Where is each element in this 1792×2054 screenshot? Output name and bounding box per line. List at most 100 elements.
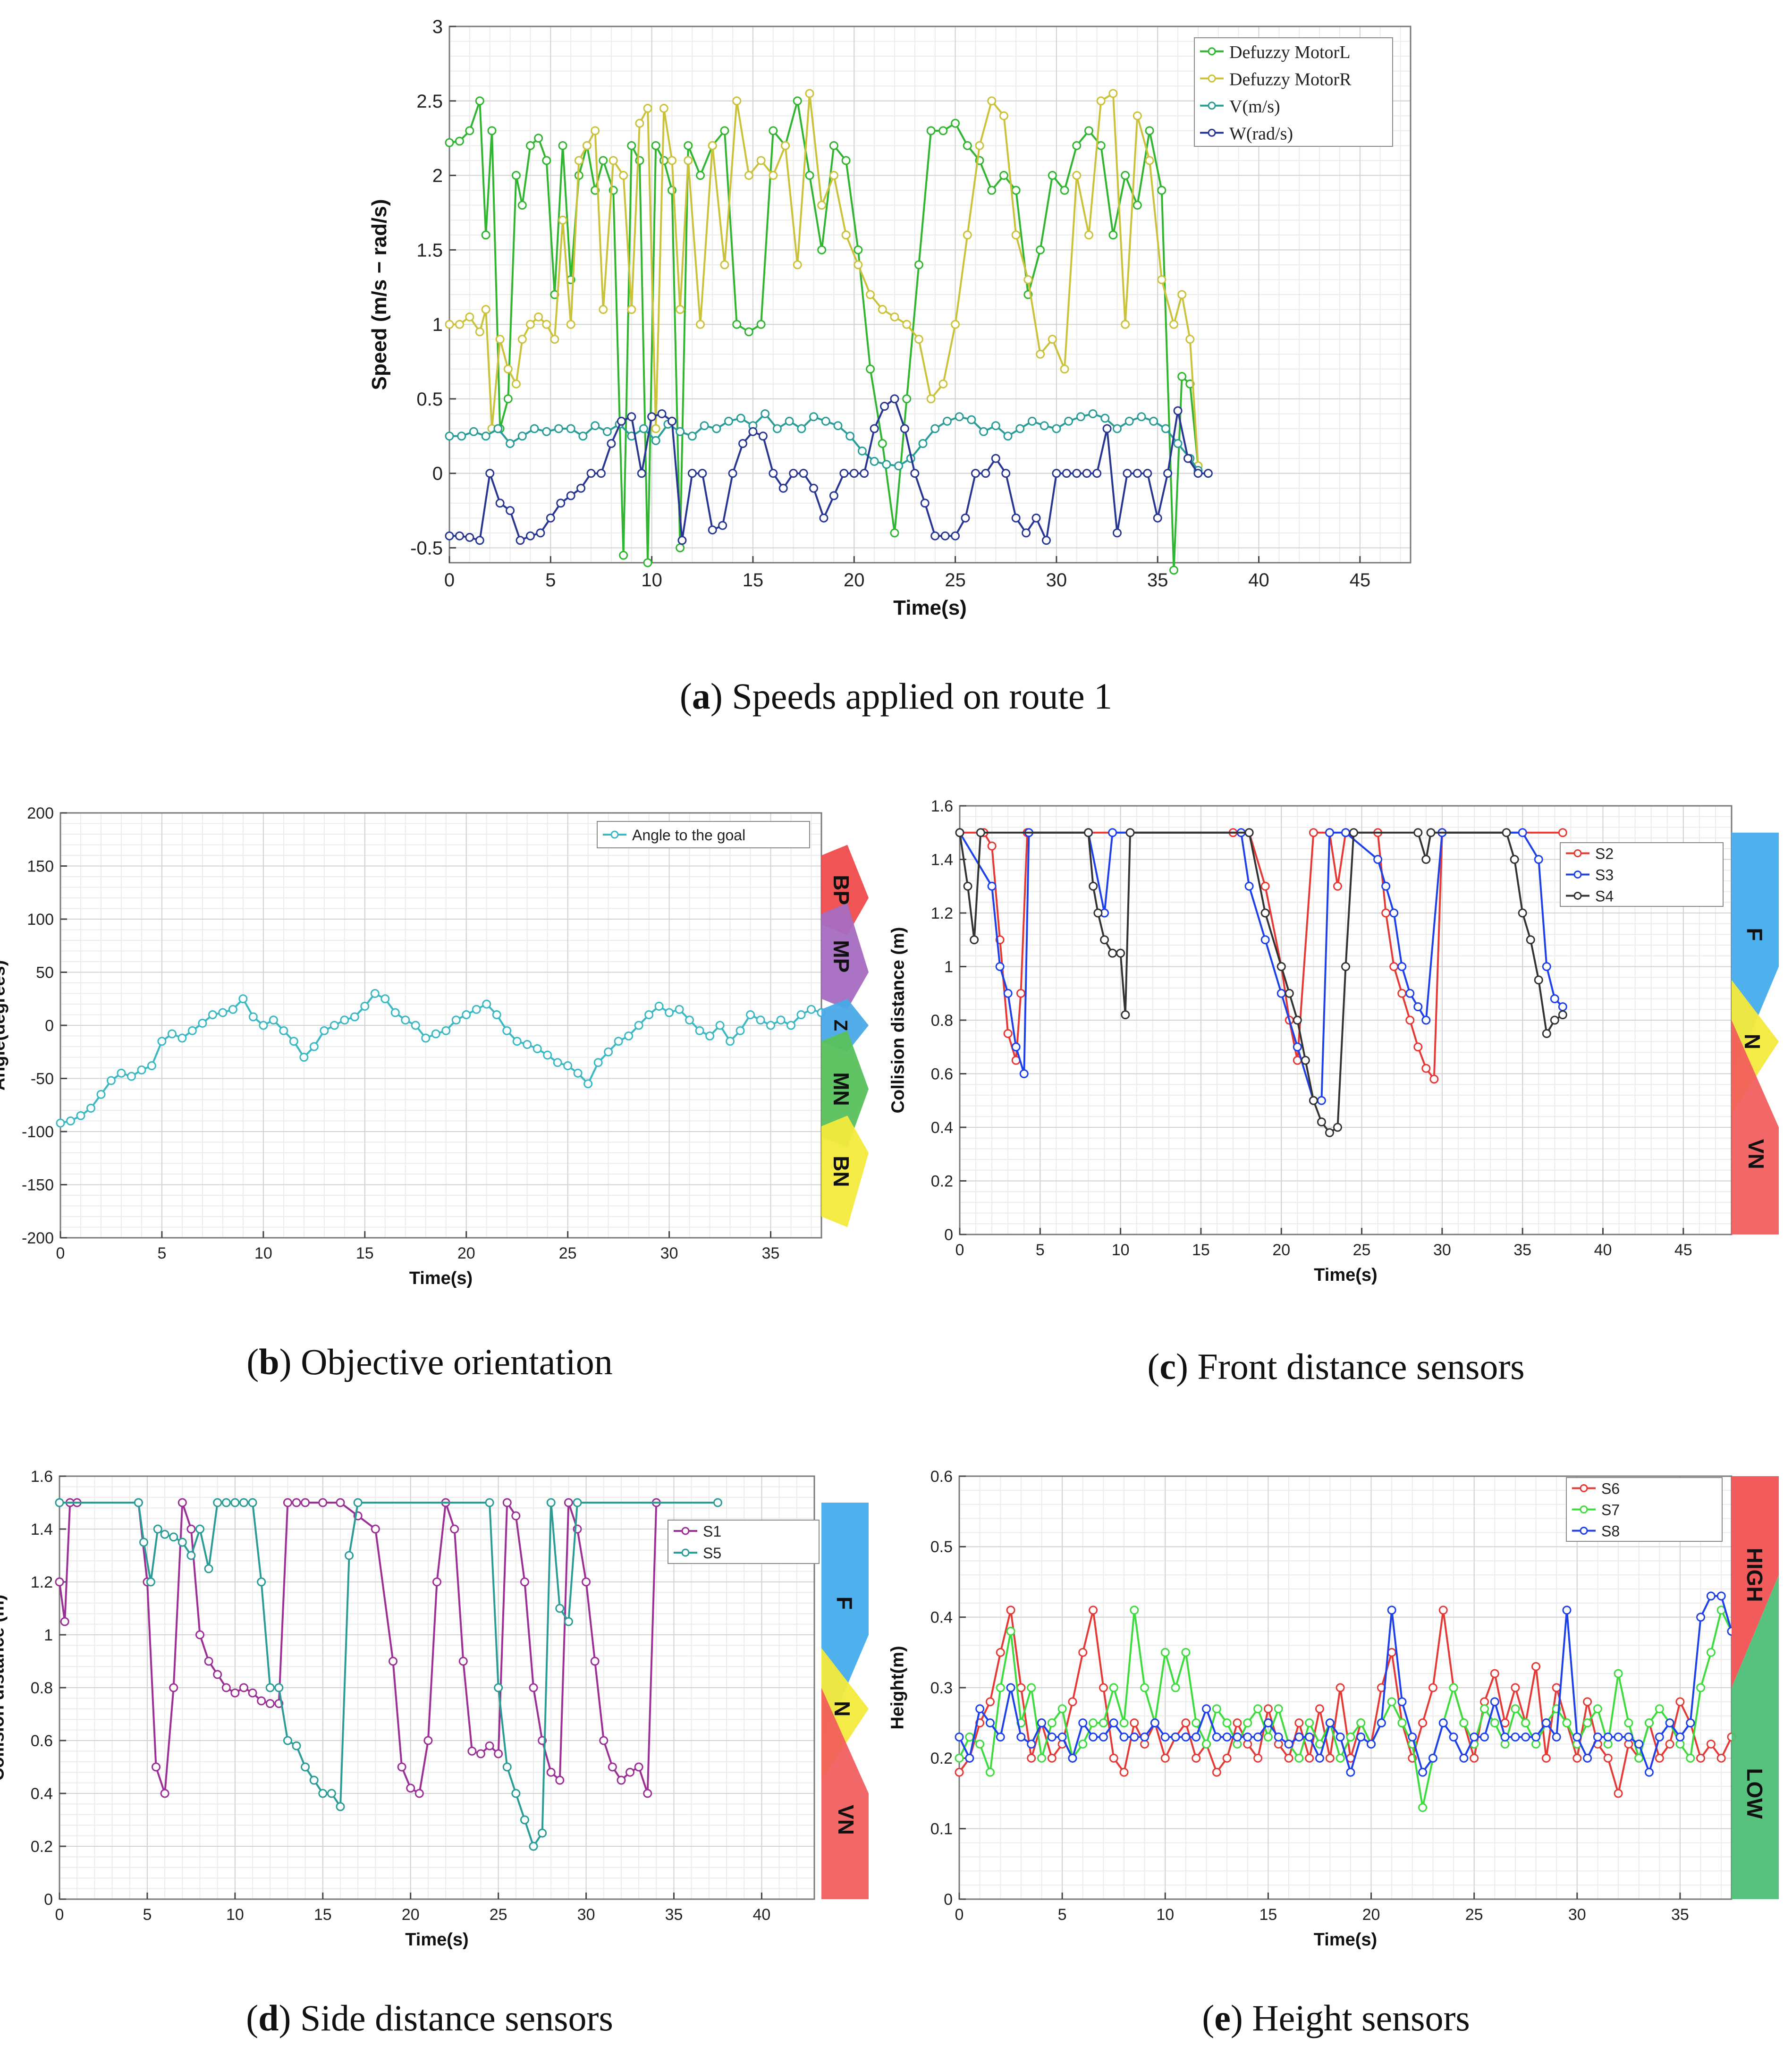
data-point: [1293, 1015, 1302, 1025]
data-point: [1153, 513, 1162, 523]
zone-label: Z: [830, 1020, 851, 1031]
data-point: [1119, 1733, 1129, 1742]
data-point: [481, 305, 490, 314]
data-point: [748, 427, 758, 436]
zone-label: BN: [829, 1156, 854, 1187]
data-point: [1413, 828, 1423, 837]
y-tick-label: 200: [27, 804, 54, 822]
data-point: [1381, 908, 1391, 918]
data-point: [1181, 1648, 1191, 1657]
data-point: [1130, 1606, 1139, 1615]
data-point: [829, 141, 838, 150]
data-point: [160, 1789, 169, 1798]
data-point: [799, 469, 808, 478]
data-point: [1100, 414, 1110, 423]
data-point: [1665, 1718, 1674, 1728]
data-point: [918, 439, 928, 448]
data-point: [1193, 469, 1203, 478]
data-point: [626, 1767, 635, 1777]
data-point: [230, 1498, 240, 1507]
data-point: [485, 1741, 494, 1750]
x-tick-label: 0: [444, 570, 455, 591]
data-point: [1593, 1704, 1602, 1714]
legend: Defuzzy MotorL Defuzzy MotorR V(m/s) W(rad/…: [1194, 37, 1393, 147]
legend-label: S4: [1595, 888, 1614, 904]
data-point: [866, 290, 875, 299]
data-point: [1108, 230, 1118, 240]
data-point: [608, 1762, 617, 1772]
data-point: [1675, 1733, 1685, 1742]
legend-marker: [1208, 128, 1216, 137]
data-point: [558, 141, 567, 150]
data-point: [894, 461, 904, 471]
y-axis-label: Collision distance (m): [888, 927, 908, 1114]
series-defuzzy-motorr: [445, 89, 1203, 471]
data-point: [458, 1657, 468, 1666]
data-point: [1192, 1718, 1201, 1728]
data-point: [1064, 416, 1074, 426]
data-point: [457, 431, 466, 441]
data-point: [1315, 1704, 1324, 1714]
data-point: [635, 118, 644, 128]
data-point: [218, 1008, 228, 1017]
plot-frame: [448, 25, 1412, 564]
legend-label: S6: [1601, 1480, 1620, 1497]
data-point: [1253, 1733, 1263, 1742]
data-point: [1336, 1753, 1345, 1763]
data-point: [1192, 1733, 1201, 1742]
data-point: [411, 1021, 420, 1030]
data-point: [1428, 1753, 1437, 1763]
zone-label: MP: [829, 940, 854, 972]
y-tick-label: 0.2: [931, 1172, 953, 1190]
data-point: [955, 1753, 964, 1763]
data-point: [805, 171, 814, 180]
data-point: [1593, 1733, 1602, 1742]
data-point: [1099, 1733, 1108, 1742]
data-point: [1644, 1718, 1654, 1728]
data-point: [926, 126, 936, 135]
data-point: [506, 439, 515, 448]
data-point: [475, 536, 484, 545]
x-tick-label: 45: [1350, 570, 1371, 591]
data-point: [854, 260, 863, 270]
series-line: [60, 992, 822, 1124]
data-point: [1655, 1753, 1664, 1763]
data-point: [659, 156, 668, 165]
legend-marker: [681, 1548, 690, 1557]
legend-marker: [610, 830, 619, 839]
x-tick-label: 25: [1353, 1241, 1371, 1259]
data-point: [841, 156, 851, 165]
data-point: [940, 531, 950, 541]
y-tick-label: 1.6: [31, 1468, 53, 1486]
x-tick-label: 0: [955, 1241, 964, 1259]
legend: S2 S3 S4: [1560, 842, 1724, 907]
data-point: [86, 1104, 95, 1113]
data-point: [1047, 1753, 1057, 1763]
data-point: [1027, 1683, 1036, 1692]
x-tick-label: 5: [1036, 1241, 1045, 1259]
data-point: [1130, 1718, 1139, 1728]
data-point: [713, 1498, 722, 1507]
data-point: [450, 1524, 459, 1534]
data-point: [1438, 1718, 1448, 1728]
data-point: [926, 394, 936, 404]
data-point: [350, 1012, 359, 1022]
legend-box: [668, 1520, 820, 1564]
y-tick-label: 0.4: [31, 1785, 53, 1803]
y-tick-label: 0.6: [931, 1065, 953, 1083]
x-tick-label: 15: [1259, 1906, 1277, 1924]
data-point: [981, 469, 990, 478]
data-point: [380, 994, 390, 1004]
legend-label: Angle to the goal: [632, 827, 745, 844]
data-point: [1011, 1042, 1021, 1052]
data-point: [761, 409, 770, 418]
data-point: [659, 104, 668, 113]
data-point: [596, 469, 606, 478]
series-s4: [955, 828, 1567, 1137]
data-point: [1276, 989, 1286, 998]
data-point: [299, 1053, 309, 1062]
data-point: [744, 171, 753, 180]
data-point: [1305, 1718, 1314, 1728]
data-point: [472, 1005, 481, 1014]
data-point: [213, 1498, 222, 1507]
